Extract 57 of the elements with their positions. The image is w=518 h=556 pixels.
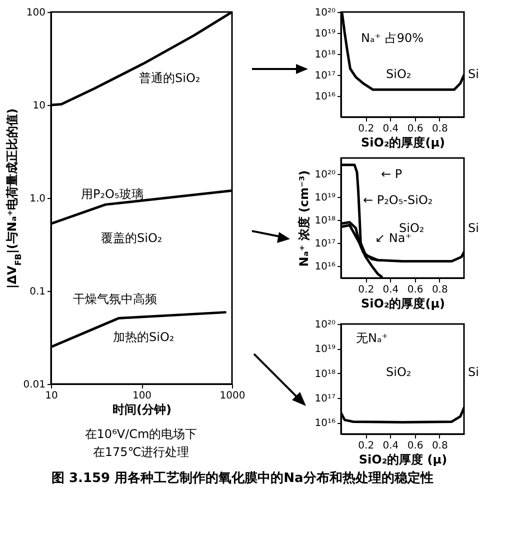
y-tick-label: 10²⁰ xyxy=(314,8,336,18)
text: 在10⁶V/Cm的电场下 xyxy=(84,427,198,441)
annotation: Nₐ⁺ 占90% xyxy=(361,31,424,45)
annotation: ← P₂O₅-SiO₂ xyxy=(363,193,433,207)
text: Si xyxy=(468,67,479,81)
x-tick-label: 0.2 xyxy=(358,124,374,134)
annotation: 无Nₐ⁺ xyxy=(356,331,388,345)
annotation: 干燥气氛中高频 xyxy=(73,292,157,306)
y-tick-label: 10²⁰ xyxy=(314,170,336,181)
x-tick-label: 0.4 xyxy=(382,124,399,134)
annotation: ← P xyxy=(381,167,402,181)
y-tick-label: 10¹⁹ xyxy=(314,28,336,40)
text: 图 3.159 用各种工艺制作的氧化膜中的Na分布和热处理的稳定性 xyxy=(51,470,434,486)
x-tick-label: 0.6 xyxy=(407,124,424,134)
y-tick-label: 10²⁰ xyxy=(314,320,336,330)
annotation: 加热的SiO₂ xyxy=(113,330,174,344)
x-axis-title: SiO₂的厚度(μ) xyxy=(360,136,446,150)
y-tick-label: 0.01 xyxy=(23,380,46,390)
text: 在175℃进行处理 xyxy=(92,445,190,459)
x-tick-label: 0.8 xyxy=(432,124,448,134)
x-axis-title: SiO₂的厚度 (μ) xyxy=(358,452,448,466)
x-tick-label: 0.8 xyxy=(432,440,448,452)
annotation: SiO₂ xyxy=(386,67,412,81)
y-tick-label: 0.1 xyxy=(30,286,46,298)
annotation: 用P₂O₅玻璃 xyxy=(81,187,144,201)
y-tick-label: 10¹⁸ xyxy=(314,368,336,380)
y-axis-title: Nₐ⁺ 浓度 (cm⁻³) xyxy=(296,170,311,267)
x-axis-title: SiO₂的厚度(μ) xyxy=(360,296,446,310)
y-tick-label: 10¹⁹ xyxy=(314,344,336,356)
annotation: SiO₂ xyxy=(386,365,412,379)
y-tick-label: 10¹⁷ xyxy=(314,394,336,405)
y-tick-label: 10¹⁷ xyxy=(314,70,336,82)
y-tick-label: 100 xyxy=(26,8,46,18)
y-tick-label: 10¹⁶ xyxy=(314,261,336,272)
x-tick-label: 0.2 xyxy=(358,440,374,452)
y-tick-label: 10¹⁸ xyxy=(314,216,336,227)
y-tick-label: 1.0 xyxy=(30,194,46,204)
text: Si xyxy=(468,221,479,235)
y-tick-label: 10 xyxy=(32,100,46,112)
x-tick-label: 0.6 xyxy=(407,284,424,296)
y-tick-label: 10¹⁶ xyxy=(314,92,336,102)
x-tick-label: 1000 xyxy=(220,390,246,402)
y-tick-label: 10¹⁷ xyxy=(314,238,336,250)
annotation: 覆盖的SiO₂ xyxy=(101,231,162,245)
y-tick-label: 10¹⁶ xyxy=(314,418,336,430)
x-tick-label: 100 xyxy=(132,390,152,402)
x-tick-label: 0.6 xyxy=(407,440,424,452)
x-tick-label: 10 xyxy=(45,390,58,402)
x-axis-title: 时间(分钟) xyxy=(112,402,172,416)
x-tick-label: 0.8 xyxy=(432,284,448,296)
x-tick-label: 0.2 xyxy=(358,284,374,296)
x-tick-label: 0.4 xyxy=(382,284,399,296)
x-tick-label: 0.4 xyxy=(382,440,399,452)
text: Si xyxy=(468,365,479,379)
y-tick-label: 10¹⁸ xyxy=(314,50,336,60)
y-tick-label: 10¹⁹ xyxy=(314,192,336,204)
annotation: 普通的SiO₂ xyxy=(139,71,200,85)
